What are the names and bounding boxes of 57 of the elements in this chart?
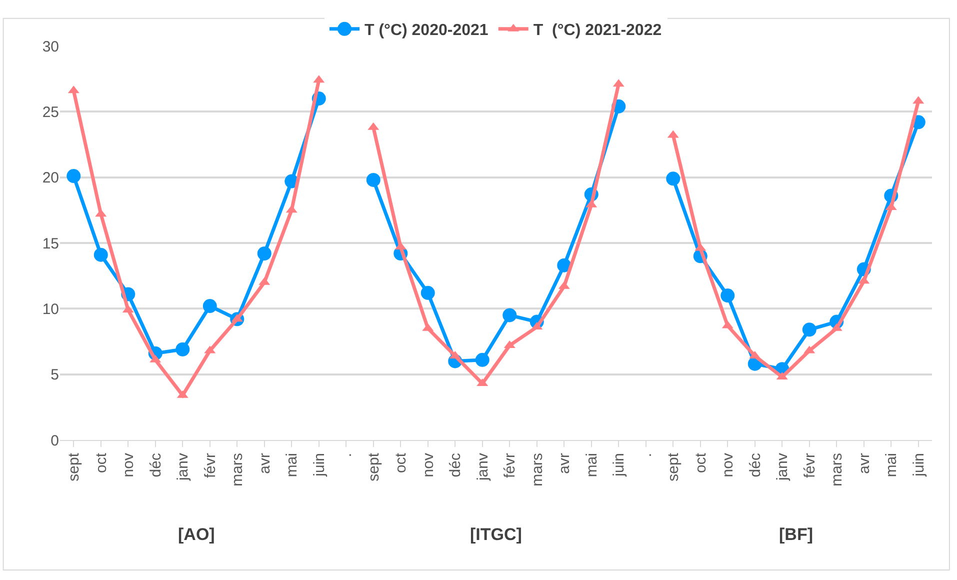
point [720,288,735,303]
text: [ITGC] [470,525,522,544]
x-tick-label: oct [692,452,710,474]
legend-label: T (°C) 2020-2021 [364,22,488,40]
point [94,248,108,262]
x-tick-label: mai [284,453,301,478]
legend-label: T (°C) 2021-2022 [533,22,662,40]
text: [BF] [779,525,813,544]
x-tick-label: févr [202,453,219,478]
point [202,299,217,314]
point [666,172,680,186]
y-tick-label: 0 [50,432,59,450]
x-tick-label: mars [828,453,846,486]
x-tick-label: févr [801,453,818,478]
y-tick-label: 20 [42,170,59,187]
y-tick-label: 15 [42,235,59,252]
text: [AO] [178,525,215,544]
point [502,308,517,322]
x-tick-label: déc [746,452,764,478]
x-tick-label: juin [910,453,928,478]
point [176,342,190,356]
x-tick-label: . [638,453,655,458]
x-tick-label: oct [392,452,410,474]
x-tick-label: mars [229,453,246,486]
y-tick-label: 25 [42,104,59,121]
y-tick-label: 10 [42,300,59,318]
x-tick-label: . [338,453,356,458]
x-tick-label: janv [174,452,192,482]
point [557,258,572,272]
x-tick-label: févr [502,453,519,478]
x-tick-label: janv [774,452,792,482]
x-tick-label: avr [856,453,873,474]
x-tick-label: janv [474,452,492,482]
x-tick-label: oct [92,452,110,474]
point [420,286,435,300]
x-tick-label: juin [610,453,628,478]
y-tick-label: 5 [50,366,59,384]
x-tick-label: sept [365,452,382,482]
x-tick-label: déc [447,452,464,478]
x-tick-label: mai [883,453,900,478]
x-tick-label: nov [420,452,437,478]
point [366,172,380,187]
x-tick-label: mai [583,453,600,478]
x-tick-label: sept [665,452,682,482]
point [257,246,272,261]
x-tick-label: juin [310,453,328,478]
x-tick-label: avr [256,453,274,474]
point [66,169,81,184]
x-tick-label: sept [66,452,83,482]
point [802,322,816,337]
x-tick-label: déc [147,452,164,478]
y-tick-label: 30 [42,38,59,56]
x-tick-label: mars [528,453,546,486]
x-tick-label: nov [120,452,138,478]
x-tick-label: nov [720,452,737,478]
x-tick-label: avr [556,453,574,474]
point [475,352,490,367]
